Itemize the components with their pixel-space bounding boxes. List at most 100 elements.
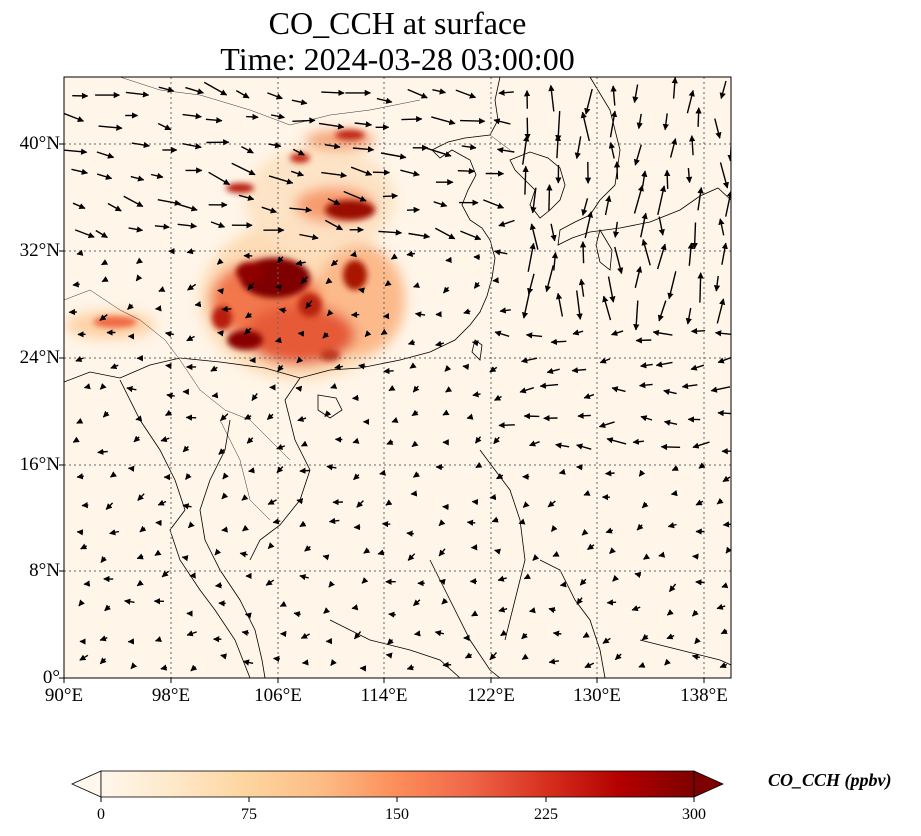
wind-arrow: [529, 440, 540, 447]
wind-arrow: [247, 282, 255, 291]
wind-arrow: [442, 661, 452, 668]
wind-arrow: [554, 134, 562, 159]
wind-arrow: [75, 355, 84, 362]
wind-arrow: [110, 363, 119, 369]
wind-arrow: [471, 340, 479, 347]
wind-arrow: [76, 417, 84, 424]
wind-arrow: [604, 470, 615, 477]
map-frame: [63, 76, 732, 679]
wind-arrow: [633, 300, 640, 331]
wind-arrow: [697, 272, 704, 303]
wind-arrow: [719, 80, 727, 100]
colorbar-tick-0: 0: [97, 806, 105, 823]
wind-arrow: [489, 493, 497, 501]
wind-arrow: [208, 171, 231, 186]
axis-ticks: [59, 143, 705, 683]
wind-arrow: [687, 242, 695, 266]
wind-arrow: [182, 445, 190, 453]
wind-arrow: [716, 298, 726, 324]
wind-arrow: [583, 393, 595, 400]
wind-arrow: [328, 517, 340, 525]
wind-arrow: [157, 499, 167, 506]
wind-arrow: [527, 242, 536, 272]
wind-arrow: [577, 412, 591, 419]
wind-arrow: [640, 212, 648, 238]
wind-arrow: [519, 387, 535, 394]
wind-arrow: [130, 175, 145, 182]
wind-arrow: [71, 168, 89, 175]
wind-arrow: [496, 473, 504, 480]
wind-arrow: [613, 161, 621, 180]
colorbar-extend-high: [693, 770, 724, 798]
wind-arrow: [64, 148, 88, 155]
wind-arrow: [83, 383, 91, 390]
wind-arrow: [383, 367, 394, 375]
wind-arrow: [426, 147, 452, 158]
wind-arrow: [292, 148, 305, 156]
wind-arrow: [499, 307, 511, 314]
wind-arrow: [350, 251, 357, 258]
wind-arrow: [324, 410, 332, 417]
wind-arrow: [576, 597, 583, 605]
wind-arrow: [266, 413, 274, 421]
wind-arrow: [356, 500, 364, 508]
wind-arrow: [685, 168, 693, 184]
wind-arrow: [99, 657, 107, 665]
wind-arrow: [276, 256, 284, 264]
wind-arrow: [299, 467, 310, 474]
wind-arrow: [587, 543, 595, 551]
wind-arrow: [244, 612, 252, 619]
wind-arrow: [579, 241, 587, 264]
wind-arrow: [491, 516, 499, 523]
wind-arrow: [633, 184, 644, 214]
wind-arrow: [136, 579, 144, 587]
wind-arrow: [406, 664, 415, 671]
wind-arrow: [714, 118, 722, 139]
wind-arrow: [434, 630, 445, 637]
wind-arrow: [475, 461, 483, 469]
lon-label-122e: 122°E: [467, 685, 515, 706]
wind-arrow: [98, 124, 123, 131]
wind-arrow: [640, 415, 653, 422]
wind-arrow: [101, 259, 109, 266]
wind-arrow: [130, 662, 138, 670]
wind-arrow: [493, 436, 500, 445]
wind-arrow: [607, 276, 616, 303]
wind-arrow: [722, 475, 731, 483]
wind-arrow: [291, 99, 308, 106]
wind-arrow: [473, 281, 481, 289]
wind-arrow: [496, 147, 515, 154]
wind-arrow: [697, 186, 704, 211]
wind-arrow: [658, 551, 666, 558]
wind-arrow: [532, 554, 540, 561]
wind-arrow: [351, 604, 359, 611]
wind-arrow: [525, 332, 543, 339]
wind-arrow: [354, 121, 373, 128]
wind-arrow: [127, 303, 134, 310]
wind-arrow: [391, 417, 399, 423]
lon-label-90e: 90°E: [44, 685, 84, 706]
wind-arrow: [136, 553, 144, 560]
wind-arrow: [166, 392, 175, 399]
wind-arrow: [695, 499, 704, 506]
wind-arrow: [681, 382, 698, 390]
wind-arrow: [438, 519, 446, 527]
colorbar-gradient: [101, 771, 694, 797]
wind-arrow: [322, 554, 330, 561]
wind-arrow: [641, 633, 649, 641]
wind-arrow: [158, 286, 166, 292]
wind-arrow: [99, 383, 107, 390]
wind-arrow: [657, 185, 667, 216]
wind-arrow: [299, 574, 309, 581]
wind-arrow: [289, 206, 313, 213]
wind-arrow: [641, 501, 649, 509]
wind-arrow: [100, 556, 108, 563]
wind-arrow: [576, 443, 592, 450]
colorbar-tick-75: 75: [241, 806, 257, 823]
wind-arrow: [80, 543, 88, 550]
wind-arrow: [165, 362, 172, 370]
wind-arrow: [725, 546, 731, 554]
wind-arrow: [334, 363, 343, 370]
wind-arrow: [293, 611, 301, 618]
wind-arrow: [550, 338, 567, 346]
